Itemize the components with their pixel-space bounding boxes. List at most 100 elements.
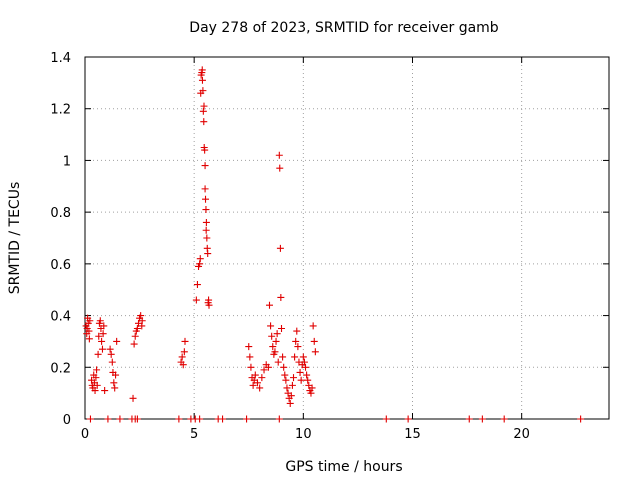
data-point [272, 337, 280, 345]
data-point [303, 371, 311, 379]
data-point [290, 374, 298, 382]
data-point [202, 218, 210, 226]
grid-lines [85, 57, 609, 419]
data-point [268, 332, 276, 340]
data-point [85, 327, 93, 335]
data-point [276, 164, 284, 172]
data-point [96, 317, 104, 325]
data-point [178, 353, 186, 361]
data-point [202, 226, 210, 234]
data-point [175, 415, 183, 423]
data-point [309, 322, 317, 330]
data-point [478, 415, 486, 423]
data-points [82, 66, 585, 423]
data-point [275, 415, 283, 423]
data-point [277, 293, 285, 301]
ticks: 0 5 10 15 20 0 0.2 0.4 0.6 0.8 1 1.2 1.4 [50, 51, 609, 442]
data-point [202, 195, 210, 203]
data-point [288, 381, 296, 389]
x-axis-label: GPS time / hours [285, 459, 402, 475]
data-point [219, 415, 227, 423]
data-point [500, 415, 508, 423]
data-point [193, 281, 201, 289]
data-point [203, 234, 211, 242]
data-point [138, 317, 146, 325]
data-point [98, 337, 106, 345]
data-point [196, 415, 204, 423]
data-point [104, 415, 112, 423]
data-point [243, 415, 251, 423]
data-point [100, 322, 108, 330]
axes [84, 56, 610, 420]
data-point [91, 387, 99, 395]
x-tick-label: 5 [190, 427, 198, 442]
data-point [274, 358, 282, 366]
y-tick-label: 0.2 [50, 361, 71, 376]
data-point [273, 330, 281, 338]
data-point [179, 361, 187, 369]
data-point [245, 343, 253, 351]
data-point [129, 394, 137, 402]
data-point [283, 384, 291, 392]
data-point [199, 87, 207, 95]
data-point [137, 312, 145, 320]
data-point [112, 371, 120, 379]
data-point [286, 399, 294, 407]
data-point [304, 376, 312, 384]
data-point [201, 162, 209, 170]
data-point [200, 102, 208, 110]
data-point [282, 376, 290, 384]
data-point [99, 330, 107, 338]
y-tick-label: 1.4 [50, 51, 71, 66]
data-point [279, 353, 287, 361]
data-point [275, 151, 283, 159]
data-point [307, 389, 315, 397]
data-point [246, 353, 254, 361]
y-tick-label: 0.6 [50, 258, 71, 273]
data-point [276, 244, 284, 252]
data-point [297, 376, 305, 384]
data-point [86, 415, 94, 423]
y-tick-label: 1.2 [50, 103, 71, 118]
data-point [199, 107, 207, 115]
data-point [311, 348, 319, 356]
data-point [247, 363, 255, 371]
data-point [111, 384, 119, 392]
data-point [180, 348, 188, 356]
y-axis-label: SRMTID / TECUs [7, 182, 23, 295]
x-tick-label: 10 [295, 427, 312, 442]
x-tick-label: 0 [81, 427, 89, 442]
data-point [116, 415, 124, 423]
data-point [98, 345, 106, 353]
data-point [287, 392, 295, 400]
data-point [280, 363, 288, 371]
data-point [382, 415, 390, 423]
data-point [267, 322, 275, 330]
data-point [192, 296, 200, 304]
data-point [204, 250, 212, 258]
data-point [107, 350, 115, 358]
x-tick-label: 20 [513, 427, 530, 442]
data-point [310, 337, 318, 345]
data-point [85, 335, 93, 343]
data-point [106, 345, 114, 353]
data-point [93, 381, 101, 389]
data-point [465, 415, 473, 423]
data-point [299, 353, 307, 361]
data-point [278, 325, 285, 332]
data-point [205, 301, 213, 309]
chart-title: Day 278 of 2023, SRMTID for receiver gam… [189, 20, 499, 36]
y-tick-label: 0.8 [50, 206, 71, 221]
y-tick-label: 1 [63, 154, 71, 169]
data-point [113, 337, 121, 345]
data-point [302, 363, 310, 371]
data-point [269, 343, 277, 351]
data-point [251, 371, 259, 379]
data-point [256, 384, 264, 392]
data-point [281, 371, 289, 379]
data-point [133, 415, 141, 423]
data-point [92, 374, 100, 382]
y-tick-label: 0.4 [50, 310, 71, 325]
data-point [404, 415, 412, 423]
